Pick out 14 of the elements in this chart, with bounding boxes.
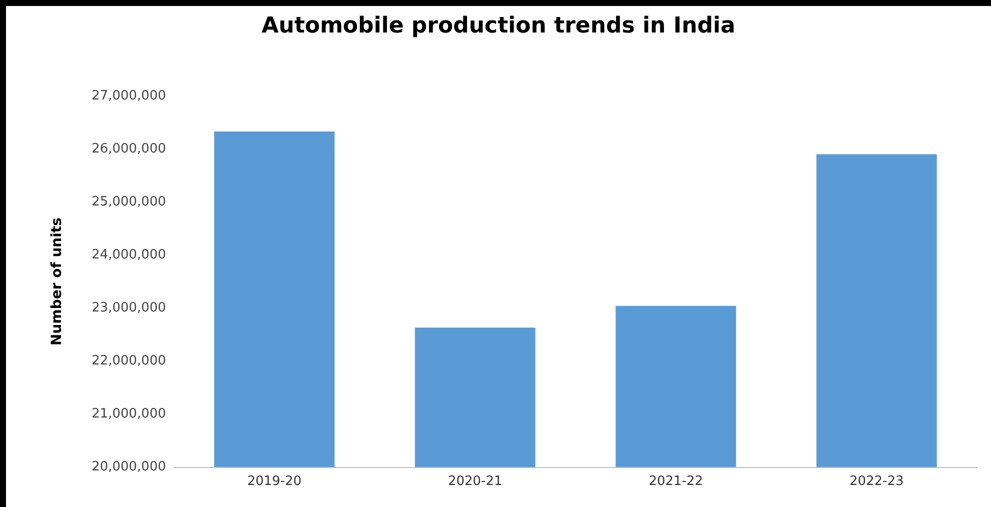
x-tick-label: 2020-21: [448, 474, 502, 489]
x-tick-label: 2021-22: [648, 474, 704, 489]
x-tick-label: 2019-20: [247, 474, 302, 489]
y-tick-label: 22,000,000: [92, 354, 166, 368]
x-tick-label: 2022-23: [849, 474, 904, 489]
y-tick-label: 20,000,000: [92, 460, 166, 474]
y-axis-title: Number of units: [49, 218, 65, 346]
y-tick-label: 23,000,000: [92, 300, 166, 316]
y-tick-label: 27,000,000: [92, 88, 166, 104]
y-tick-label: 26,000,000: [92, 142, 166, 156]
y-tick-label: 21,000,000: [92, 406, 166, 422]
y-tick-label: 24,000,000: [92, 248, 166, 262]
y-tick-label: 25,000,000: [92, 194, 166, 210]
chart-title: Automobile production trends in India: [262, 14, 736, 38]
